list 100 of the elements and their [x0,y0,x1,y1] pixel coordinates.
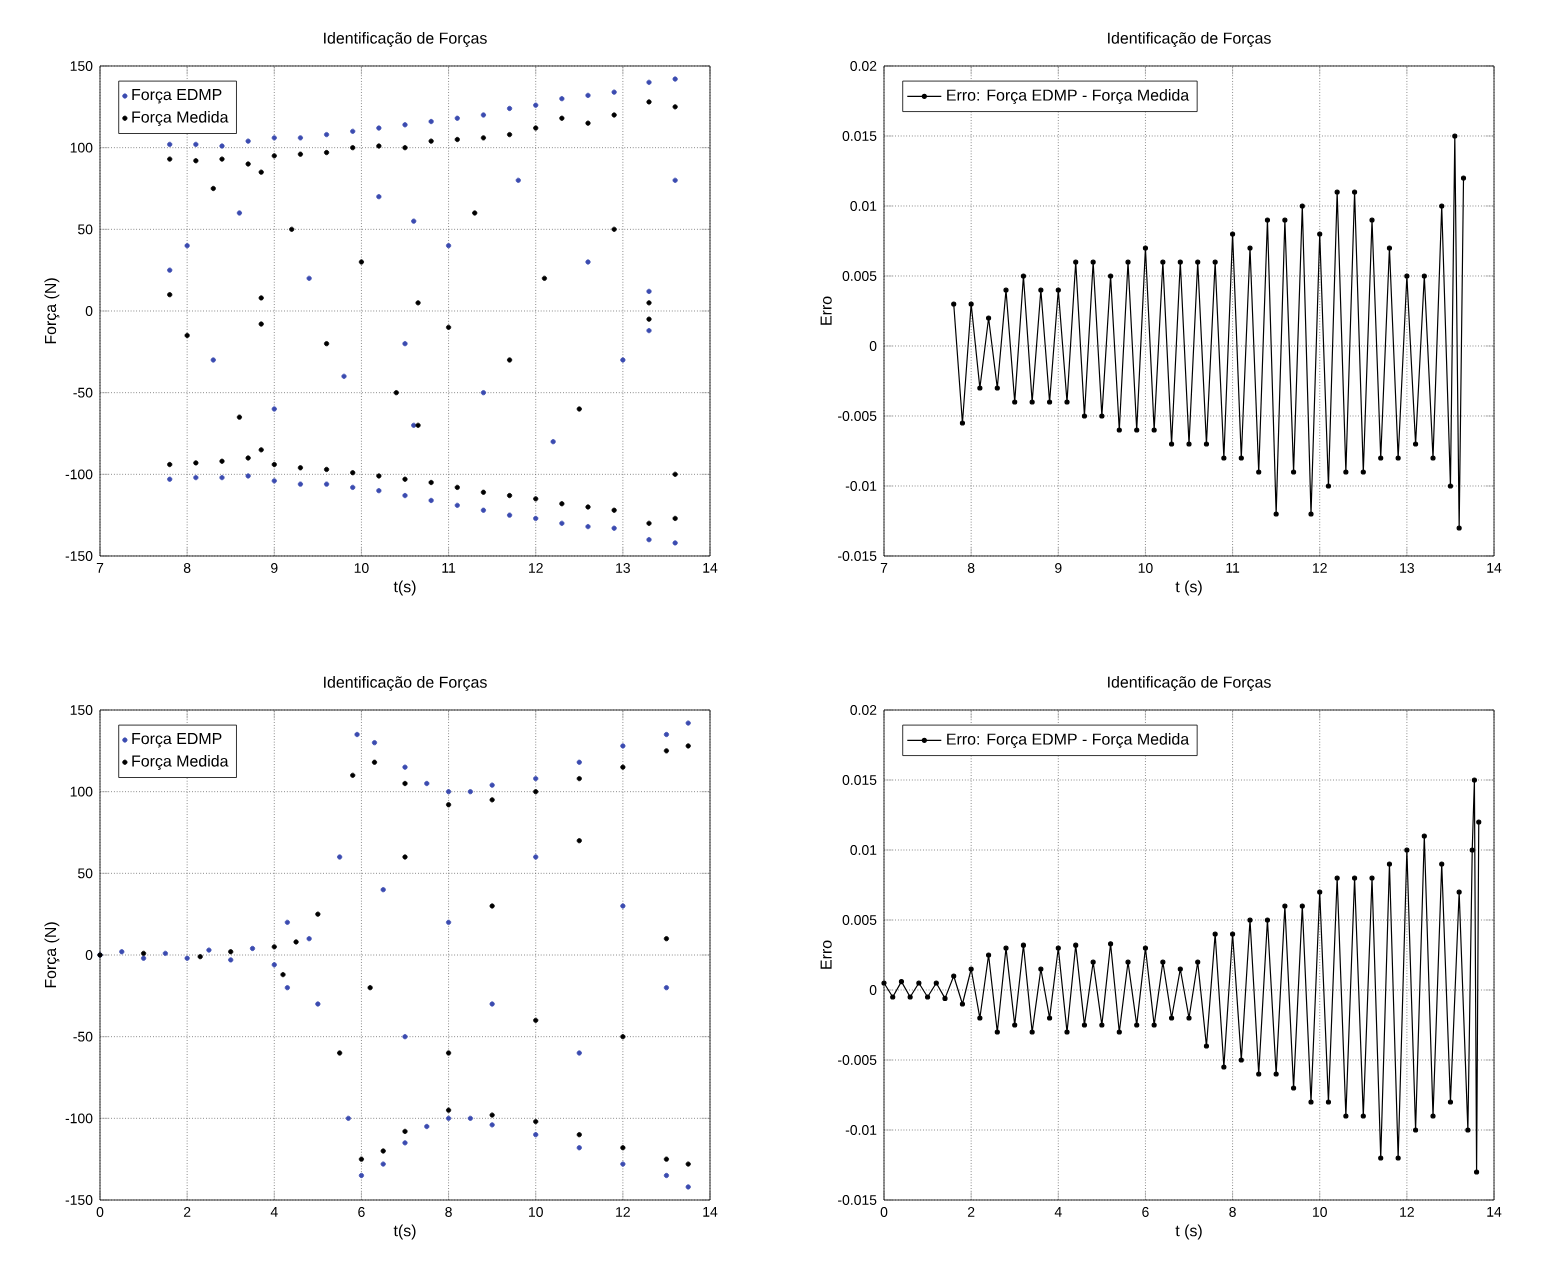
point [550,439,556,445]
point [663,731,670,738]
point [480,112,487,118]
point [533,776,539,782]
point [685,743,691,749]
point [480,390,487,396]
point [219,143,225,149]
point [506,105,513,112]
point [515,177,521,183]
point [445,789,452,795]
point [167,476,173,482]
point [323,132,330,138]
point [245,473,251,479]
point [280,972,286,978]
point [140,955,147,961]
point [646,79,652,85]
point [367,985,373,991]
point [533,789,539,795]
point [506,512,513,518]
point [533,1132,539,1138]
point [306,936,312,942]
point [354,731,360,738]
point [206,947,212,953]
point [376,125,382,131]
point [585,524,591,530]
point [533,854,539,860]
point [576,1132,582,1138]
point [585,259,591,265]
point [315,1001,321,1007]
point [620,743,626,749]
point [402,1128,408,1134]
point [480,507,487,513]
point [611,89,617,95]
point [341,373,347,379]
point [271,962,277,968]
point [445,1107,452,1113]
point [620,1034,626,1040]
point [271,406,277,412]
point [620,903,626,909]
point [271,944,277,950]
point [646,328,652,334]
point [454,502,460,508]
point [533,1119,539,1125]
point [663,748,670,754]
point [685,1161,691,1167]
point [167,267,173,273]
point [271,135,277,141]
point [402,341,408,347]
point [337,1050,343,1056]
point [402,1140,408,1146]
point [284,919,290,925]
point [445,802,452,808]
point [210,357,216,363]
point [371,740,378,746]
point [445,243,452,249]
point [337,854,343,860]
point [236,210,243,216]
point [489,1001,495,1007]
point [663,1156,670,1162]
point [663,1172,670,1179]
point [445,919,452,925]
point [533,102,539,108]
point [350,772,356,778]
point [428,497,434,504]
point [402,764,408,770]
point [646,537,652,543]
point [685,1184,691,1190]
point [467,789,473,795]
point [380,887,386,893]
point [576,776,582,782]
point [167,141,173,147]
point [489,903,495,909]
point [685,720,691,726]
point [119,949,125,955]
point [576,1050,582,1056]
point [620,1161,626,1167]
point [184,955,190,961]
point [646,288,652,294]
point [576,838,582,844]
point [197,954,203,960]
point [228,949,234,955]
point [358,1156,365,1162]
point [249,945,256,952]
point [402,780,408,787]
point [663,936,670,942]
point [315,911,321,917]
point [284,985,290,991]
point [380,1161,386,1167]
point [350,128,356,134]
point [140,950,147,956]
point [576,759,582,765]
point [271,478,277,484]
point [350,484,356,490]
point [576,1145,582,1151]
point [411,218,417,224]
point [358,1172,365,1179]
point [533,1017,539,1023]
point [193,141,199,147]
point [245,138,251,144]
point [380,1148,386,1154]
